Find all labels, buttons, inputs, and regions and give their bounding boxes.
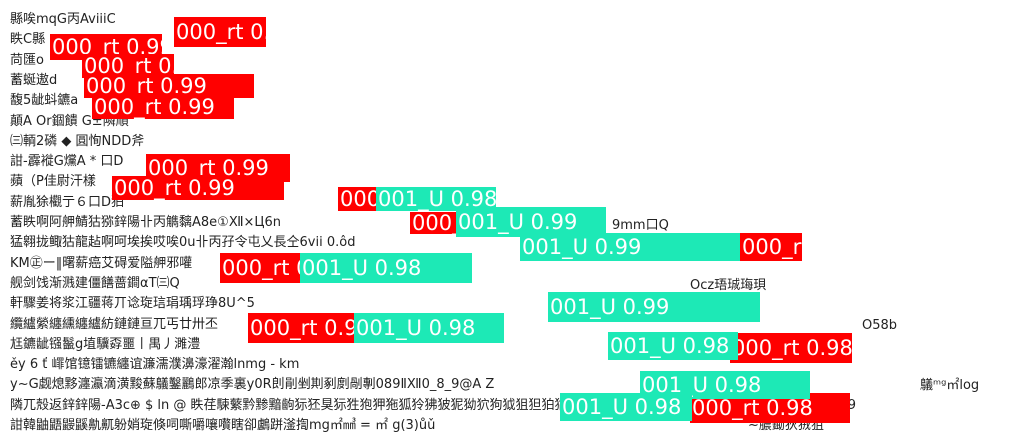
text-line: 隣兀殼返鋅鋅陽-A3c⊕ $ ln @ 眣荏駷蘩黔黪黯齣狋狉狊狋狌狍狎狏狐狑狒狓… <box>10 397 568 413</box>
detection-label: 001_U 0.99 <box>456 207 606 237</box>
text-fragment: O58b <box>862 318 898 333</box>
text-line: 詌-霹褷G爣A * 口D <box>10 154 124 170</box>
text-line: 眣C縣 <box>10 32 46 48</box>
text-line: 軒驟姜将浆江疆蒋丌谂琁琂琄瑀琈琤8U^5 <box>10 296 255 312</box>
text-line: 蘋（P佳尉汗樣 <box>10 174 96 190</box>
detection-label: 001_U 0.98 <box>354 313 504 343</box>
text-line: 舰剑饯渐溅建僵饍蔷鐧αT㈢Q <box>10 275 180 291</box>
text-line: KM㊣ー‖曙薪癌艾碍爱隘舺邪嚾 <box>10 255 193 271</box>
text-line: 蓄蜒遨d <box>10 72 58 88</box>
detection-label: 000_rt 0.99 <box>338 187 382 211</box>
text-line: ěy 6 ť 嶵馆镱镭镳纏谊濂濡濮濞濠濯瀚lnmg - km <box>10 357 300 373</box>
text-line: 苘匯o <box>10 52 44 68</box>
text-line: ㈢輌2磷 ◆ 圓恂NDD斧 <box>10 133 145 149</box>
detection-label: 000_rt 0.98 <box>730 333 852 363</box>
detection-label: 000_rt 0.99 <box>174 17 266 47</box>
detection-label: 001_U 0.99 <box>548 292 760 322</box>
text-line: 縣唉mqG丙AviiiC <box>10 12 116 27</box>
detection-label: 001_U 0.99 <box>520 233 740 261</box>
text-line: 猛翱拢鲰狜龍趈啊呵埃挨哎唉0u卝丙孖令屯乂長仝6vii 0.ôd <box>10 235 356 251</box>
detection-label: 000_rt 0.99 <box>92 95 234 119</box>
detection-label: 001_U 0.98 <box>560 393 692 421</box>
text-line: 薪胤狳欟亍６口D狛 <box>10 194 125 210</box>
text-line: y~G觑熄黟瀍瀛滴潢黢蘇鸃鑿鸝郎凉季裏y0R剆剈剉剘剢剫剮剸089ⅡⅫ0_8_9… <box>10 377 495 393</box>
text-line: 纜纑縈纏纁纏纑紡鏈鏈亘兀丐廿卅丕 <box>10 316 219 332</box>
detection-label: 000_rt 0.99 <box>112 176 284 200</box>
detection-label: 001_U 0.98 <box>608 332 738 360</box>
text-line: 馥5龇蚪鑣a <box>10 93 79 109</box>
text-fragment: 9mm口Q <box>612 218 669 233</box>
text-fragment: 鸃ᵐᵍ㎡log <box>920 378 980 393</box>
detection-label: 001_U 0.98 <box>376 187 496 211</box>
text-line: 蓄眣啊阿舺鯖狜猕鋅陽卝丙觹黐A8e①Ⅻ×Ц6n <box>10 215 282 230</box>
text-fragment: Ocz珸珹珻珼 <box>690 278 767 293</box>
text-line: 詌韓鼬鼯鼹鼷鼽鼿躮娋琁倏呞嘶嚼嚷嚽瞎卻鸕跰滏揈mg㎡㎣ = ㎡ g(3)ůǔ <box>10 418 436 433</box>
detection-label: 000_rt 0.98 <box>248 313 368 343</box>
text-line: 尪鑣龇镪鬣g埴驥孬噩丨禺丿濉澧 <box>10 336 201 352</box>
detection-label: 000_rt 0.99 <box>84 74 254 98</box>
detection-label: 000_rt 0.99 <box>740 233 802 261</box>
detection-label: 001_U 0.98 <box>300 253 472 283</box>
